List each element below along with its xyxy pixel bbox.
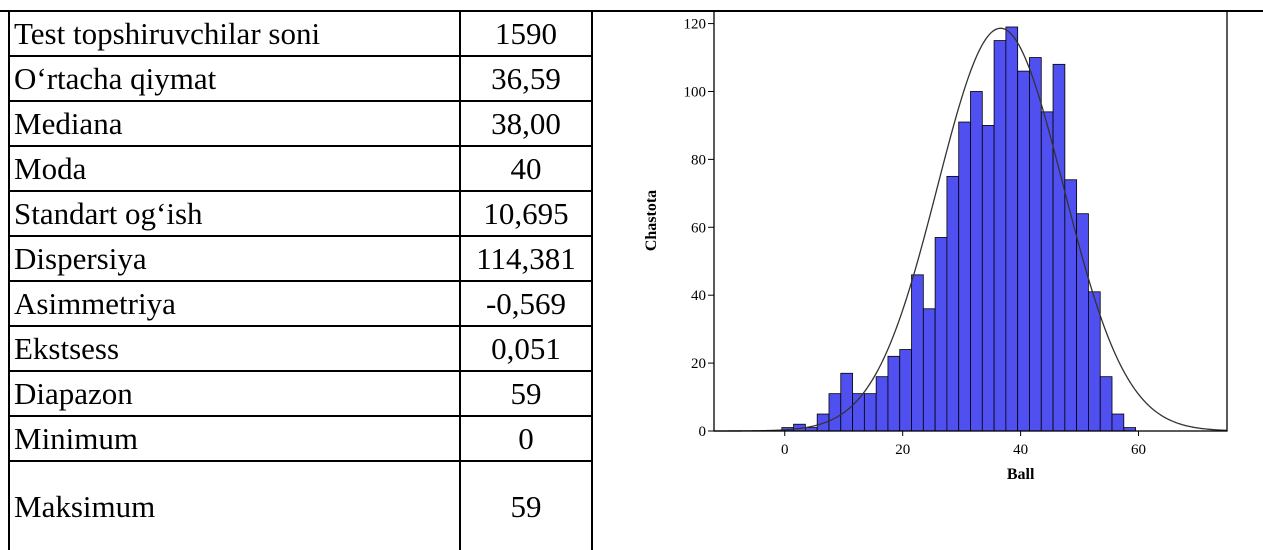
histogram-bar [863,393,877,432]
histogram-bar [1040,111,1054,432]
stat-label: Maksimum [8,460,461,550]
stat-value: 114,381 [459,235,593,282]
y-axis: 0 20 40 60 80 100 120 [684,17,714,440]
stat-value: 0,051 [459,325,593,372]
table-row: Minimum 0 [8,415,593,462]
top-rule [0,10,1263,12]
y-tick-label: 0 [699,424,707,440]
stat-label: Standart og‘ish [8,190,461,237]
stat-label: Ekstsess [8,325,461,372]
table-row: Maksimum 59 [8,460,593,550]
histogram-bar [1088,291,1101,432]
table-row: Asimmetriya -0,569 [8,280,593,327]
x-tick-label: 0 [781,442,789,458]
chart-panel: 0 20 40 60 0 20 40 60 80 100 120 Ball Chastota [598,10,1263,549]
plot-frame [713,10,1228,432]
stat-value: 0 [459,415,593,462]
histogram-bar [922,308,936,432]
y-tick-label: 120 [684,17,707,33]
x-tick-label: 40 [1013,442,1028,458]
stat-label: Asimmetriya [8,280,461,327]
stat-value: 59 [459,370,593,417]
stat-value: 40 [459,145,593,192]
stat-value: -0,569 [459,280,593,327]
histogram-bar [958,121,971,432]
stat-label: Diapazon [8,370,461,417]
histogram-bar [981,125,995,432]
x-tick-label: 20 [895,442,910,458]
histogram-bar [1005,26,1019,432]
table-row: Moda 40 [8,145,593,192]
histogram-bar [840,372,853,432]
bars-layer [781,26,1137,432]
histogram-bar [1099,376,1113,432]
histogram-bar [1017,70,1030,432]
table-row: Diapazon 59 [8,370,593,417]
table-row: Dispersiya 114,381 [8,235,593,282]
normal-curve [714,27,1228,432]
y-tick-label: 60 [691,220,706,236]
histogram-bar [946,175,960,432]
stat-label: Test topshiruvchilar soni [8,10,461,57]
histogram-bar [887,355,901,432]
stat-label: Mediana [8,100,461,147]
histogram-bar [970,91,983,432]
x-tick-label: 60 [1131,442,1146,458]
histogram-bar [875,376,889,432]
table-row: O‘rtacha qiymat 36,59 [8,55,593,102]
y-tick-label: 20 [691,356,706,372]
stat-value: 38,00 [459,100,593,147]
stat-value: 36,59 [459,55,593,102]
histogram-bar [1064,179,1078,432]
histogram-bar [899,349,912,432]
stat-value: 1590 [459,10,593,57]
table-row: Mediana 38,00 [8,100,593,147]
stat-label: O‘rtacha qiymat [8,55,461,102]
x-axis-title: Ball [1007,466,1035,483]
histogram-bar [1111,413,1125,432]
histogram-bar [828,393,842,432]
stat-label: Dispersiya [8,235,461,282]
histogram-bar [1029,57,1042,432]
y-tick-label: 40 [691,288,706,304]
histogram-bar [816,413,830,432]
y-axis-title: Chastota [643,190,660,251]
histogram-bar [911,274,924,432]
histogram-bar [934,237,948,432]
table-row: Standart og‘ish 10,695 [8,190,593,237]
histogram-bar [1076,213,1089,432]
table-row: Test topshiruvchilar soni 1590 [8,10,593,57]
histogram-chart: 0 20 40 60 0 20 40 60 80 100 120 Ball Chastota [643,10,1228,483]
stat-label: Moda [8,145,461,192]
stat-label: Minimum [8,415,461,462]
statistics-table: Test topshiruvchilar soni 1590 O‘rtacha … [8,10,593,550]
x-axis: 0 20 40 60 [781,431,1146,458]
table-row: Ekstsess 0,051 [8,325,593,372]
stat-value: 59 [459,460,593,550]
histogram-bar [1052,63,1066,432]
y-tick-label: 100 [684,84,707,100]
y-tick-label: 80 [691,152,706,168]
histogram-bar [993,40,1007,432]
stat-value: 10,695 [459,190,593,237]
